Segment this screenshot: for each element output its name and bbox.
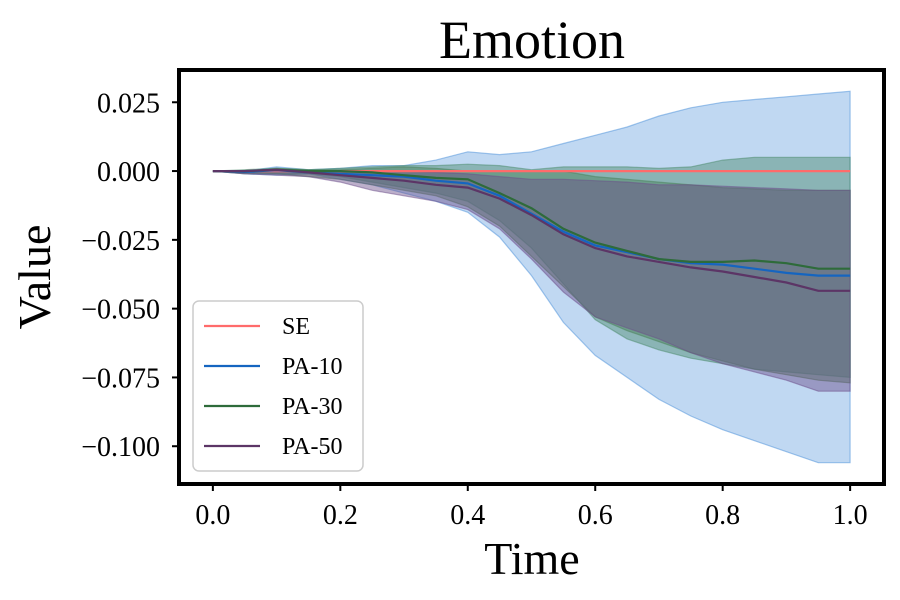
x-tick-label: 0.4 (450, 500, 485, 531)
legend-label-pa-50: PA-50 (282, 434, 342, 460)
y-tick-label: −0.100 (81, 432, 160, 463)
x-axis-label: Time (484, 533, 579, 584)
chart-title: Emotion (439, 10, 625, 70)
x-tick-label: 0.0 (195, 500, 230, 531)
y-tick-label: −0.025 (81, 226, 160, 257)
legend: SE PA-10 PA-30 PA-50 (192, 300, 364, 472)
legend-label-pa-30: PA-30 (282, 394, 342, 420)
x-tick-label: 0.8 (705, 500, 740, 531)
confidence-bands (212, 90, 851, 464)
series-lines (212, 168, 851, 292)
plot-frame (177, 68, 886, 486)
legend-label-se: SE (282, 314, 310, 340)
x-tick-label: 1.0 (833, 500, 868, 531)
x-axis-ticks: 0.0 0.2 0.4 0.6 0.8 1.0 (195, 484, 868, 531)
line-pa-30 (212, 168, 851, 270)
y-axis-label: Value (9, 225, 60, 330)
x-tick-label: 0.2 (323, 500, 358, 531)
y-tick-label: 0.000 (97, 157, 160, 188)
line-pa-50 (212, 168, 851, 292)
y-axis-ticks: 0.025 0.000 −0.025 −0.050 −0.075 −0.100 (81, 88, 179, 463)
y-tick-label: −0.075 (81, 363, 160, 394)
legend-label-pa-10: PA-10 (282, 354, 342, 380)
y-tick-label: −0.050 (81, 295, 160, 326)
legend-box (192, 300, 364, 472)
x-tick-label: 0.6 (578, 500, 613, 531)
y-tick-label: 0.025 (97, 88, 160, 119)
